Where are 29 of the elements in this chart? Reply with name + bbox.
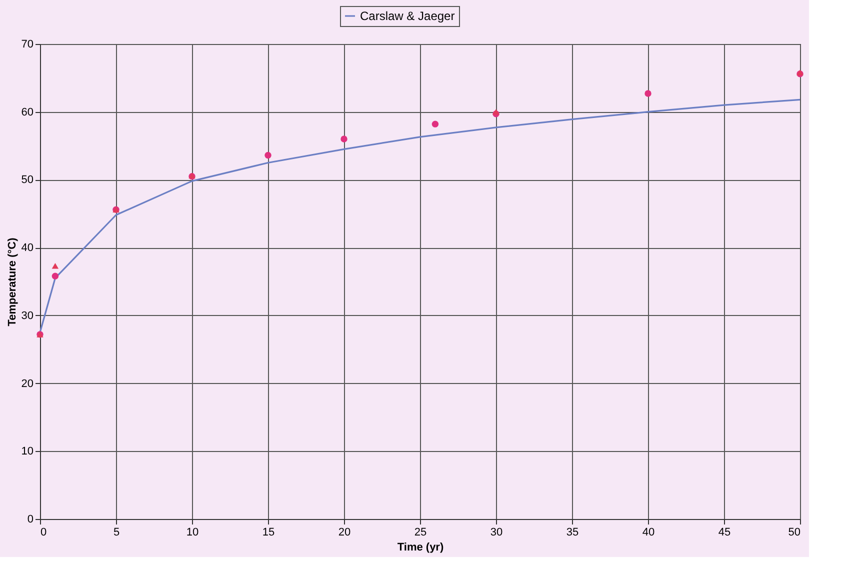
x-tick-label: 25 xyxy=(414,526,427,538)
point xyxy=(52,272,59,280)
point xyxy=(264,152,272,159)
point xyxy=(340,136,348,142)
y-tick-label: 40 xyxy=(21,242,34,254)
y-tick-label: 0 xyxy=(27,514,34,526)
x-tick-label: 5 xyxy=(113,526,120,538)
y-tick-label: 10 xyxy=(21,446,34,458)
y-tick-label: 70 xyxy=(21,38,34,50)
x-tick-label: 20 xyxy=(338,526,351,538)
point xyxy=(52,262,59,269)
legend-label: Carslaw & Jaeger xyxy=(360,9,455,23)
y-tick-label: 20 xyxy=(21,378,34,390)
point xyxy=(644,90,652,97)
y-tick-label: 50 xyxy=(21,174,34,186)
x-tick-label: 35 xyxy=(566,526,579,538)
x-tick-label: 10 xyxy=(186,526,199,538)
x-tick-label: 50 xyxy=(788,526,800,538)
x-tick-label: 40 xyxy=(642,526,655,538)
x-tick-label: 45 xyxy=(718,526,731,538)
point xyxy=(492,108,500,115)
y-tick-label: 30 xyxy=(21,310,34,322)
y-axis-title: Temperature (°C) xyxy=(6,237,18,326)
x-axis-title: Time (yr) xyxy=(397,542,444,554)
point xyxy=(432,120,439,128)
x-tick-label: 15 xyxy=(262,526,275,538)
y-tick-label: 60 xyxy=(21,106,34,118)
x-tick-label: 0 xyxy=(40,526,47,538)
x-tick-label: 30 xyxy=(490,526,503,538)
